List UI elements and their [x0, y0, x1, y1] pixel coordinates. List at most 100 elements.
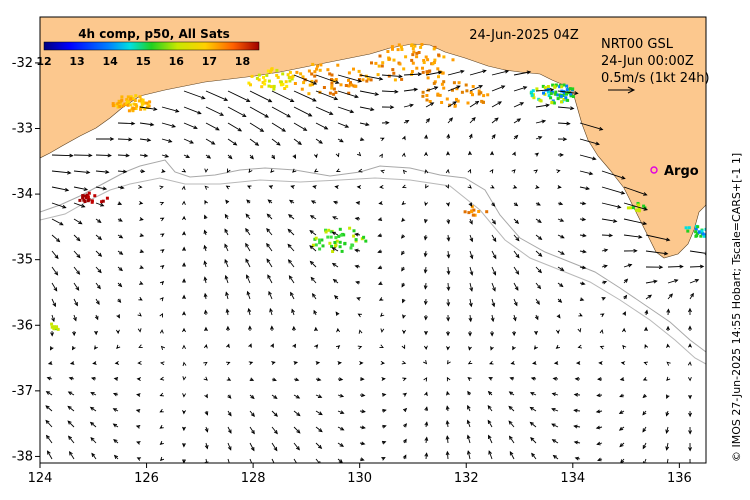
sst-pixel	[439, 94, 442, 97]
sst-pixel	[425, 94, 428, 97]
sst-pixel	[370, 78, 373, 81]
sst-pixel	[485, 210, 488, 213]
y-tick-label: -34	[12, 187, 33, 202]
current-source: NRT00 GSL	[601, 37, 674, 52]
sst-pixel	[440, 101, 443, 104]
sst-pixel	[271, 67, 274, 70]
sst-pixel	[120, 95, 123, 98]
argo-label: Argo	[664, 164, 699, 179]
sst-pixel	[268, 80, 271, 83]
sst-pixel	[402, 67, 405, 70]
sst-pixel	[423, 61, 426, 64]
sst-pixel	[569, 87, 572, 90]
sst-pixel	[333, 88, 336, 91]
sst-pixel	[339, 245, 342, 248]
sst-pixel	[698, 231, 701, 234]
sst-pixel	[129, 103, 132, 106]
sst-pixel	[442, 87, 445, 90]
sst-pixel	[426, 70, 429, 73]
sst-pixel	[262, 76, 265, 79]
sst-pixel	[127, 95, 130, 98]
x-tick-label: 128	[241, 471, 266, 486]
sst-pixel	[260, 85, 263, 88]
sst-pixel	[472, 85, 475, 88]
sst-pixel	[404, 55, 407, 58]
sst-pixel	[258, 78, 261, 81]
composite-label: 4h comp, p50, All Sats	[78, 27, 230, 41]
sst-pixel	[638, 209, 641, 212]
sst-pixel	[708, 231, 711, 234]
sst-pixel	[453, 81, 456, 84]
sst-pixel	[478, 93, 481, 96]
sst-pixel	[425, 56, 428, 59]
sst-pixel	[421, 95, 424, 98]
sst-pixel	[381, 61, 384, 64]
sst-pixel	[635, 209, 638, 212]
sst-pixel	[400, 48, 403, 51]
y-tick-label: -36	[12, 318, 33, 333]
sst-pixel	[318, 248, 321, 251]
y-tick-label: -38	[12, 449, 33, 464]
sst-pixel	[560, 100, 563, 103]
x-tick-label: 126	[134, 471, 159, 486]
sst-pixel	[411, 43, 414, 46]
sst-pixel	[354, 85, 357, 88]
sst-pixel	[550, 101, 553, 104]
sst-pixel	[347, 85, 350, 88]
sst-pixel	[329, 92, 332, 95]
sst-pixel	[142, 99, 145, 102]
sst-pixel	[326, 236, 329, 239]
sst-pixel	[431, 62, 434, 65]
sst-pixel	[280, 83, 283, 86]
sst-pixel	[708, 231, 711, 234]
sst-pixel	[530, 91, 533, 94]
colorbar-gradient	[44, 42, 259, 50]
sst-pixel	[134, 103, 137, 106]
sst-pixel	[392, 72, 395, 75]
sst-pixel	[281, 72, 284, 75]
sst-pixel	[315, 237, 318, 240]
sst-pixel	[386, 50, 389, 53]
y-tick-label: -37	[12, 384, 33, 399]
sst-pixel	[393, 59, 396, 62]
sst-pixel	[702, 232, 705, 235]
sst-pixel	[323, 86, 326, 89]
sst-pixel	[334, 236, 337, 239]
sst-pixel	[78, 199, 81, 202]
sst-pixel	[93, 194, 96, 197]
sst-pixel	[415, 52, 418, 55]
colorbar-tick-label: 18	[235, 55, 250, 68]
sst-pixel	[319, 69, 322, 72]
sst-pixel	[331, 74, 334, 77]
sst-pixel	[311, 63, 314, 66]
sst-pixel	[112, 104, 115, 107]
sst-pixel	[446, 98, 449, 101]
sst-pixel	[391, 48, 394, 51]
sst-pixel	[289, 71, 292, 74]
sst-pixel	[379, 55, 382, 58]
sst-pixel	[437, 54, 440, 57]
sst-pixel	[330, 236, 333, 239]
sst-pixel	[553, 102, 556, 105]
x-tick-label: 132	[454, 471, 479, 486]
sst-pixel	[410, 59, 413, 62]
sst-pixel	[309, 84, 312, 87]
sst-pixel	[106, 197, 109, 200]
sst-pixel	[470, 210, 473, 213]
sst-pixel	[134, 99, 137, 102]
sst-pixel	[563, 84, 566, 87]
sst-pixel	[427, 76, 430, 79]
sst-pixel	[400, 45, 403, 48]
sst-pixel	[295, 71, 298, 74]
sst-pixel	[336, 64, 339, 67]
colorbar-tick-label: 13	[69, 55, 84, 68]
sst-pixel	[694, 230, 697, 233]
x-tick-label: 130	[347, 471, 372, 486]
sst-pixel	[310, 73, 313, 76]
sst-pixel	[318, 241, 321, 244]
current-time: 24-Jun 00:00Z	[601, 54, 694, 69]
sst-pixel	[531, 94, 534, 97]
colorbar-tick-label: 17	[202, 55, 217, 68]
